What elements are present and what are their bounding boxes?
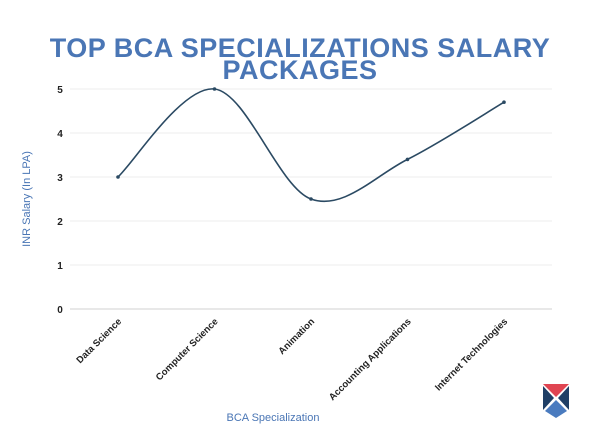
y-tick-label: 3 [57,173,63,184]
data-point [309,197,313,201]
x-tick-label: Data Science [75,316,125,366]
data-point [405,157,410,162]
chart-title-line-2: PACKAGES [222,55,378,85]
y-tick-label: 5 [57,85,63,96]
x-tick-label: Accounting Applications [327,316,414,403]
x-tick-label: Animation [276,316,317,357]
x-axis-label: BCA Specialization [227,412,320,424]
y-tick-label: 1 [57,261,63,272]
y-tick-label: 2 [57,217,63,228]
data-point [212,87,217,91]
logo-right-icon [558,386,569,410]
x-tick-label: Computer Science [154,316,221,383]
series-line [117,88,505,202]
x-tick-label: Internet Technologies [433,316,510,393]
y-tick-label: 4 [57,129,63,140]
data-point [116,175,120,179]
logo-bottom-icon [545,400,567,418]
data-point [502,100,506,104]
y-axis-label: INR Salary (In LPA) [21,151,33,247]
logo-top-icon [543,384,569,397]
logo-left-icon [543,386,554,410]
chart-title-line-1: TOP BCA SPECIALIZATIONS SALARY [49,33,551,63]
y-tick-label: 0 [57,305,63,316]
